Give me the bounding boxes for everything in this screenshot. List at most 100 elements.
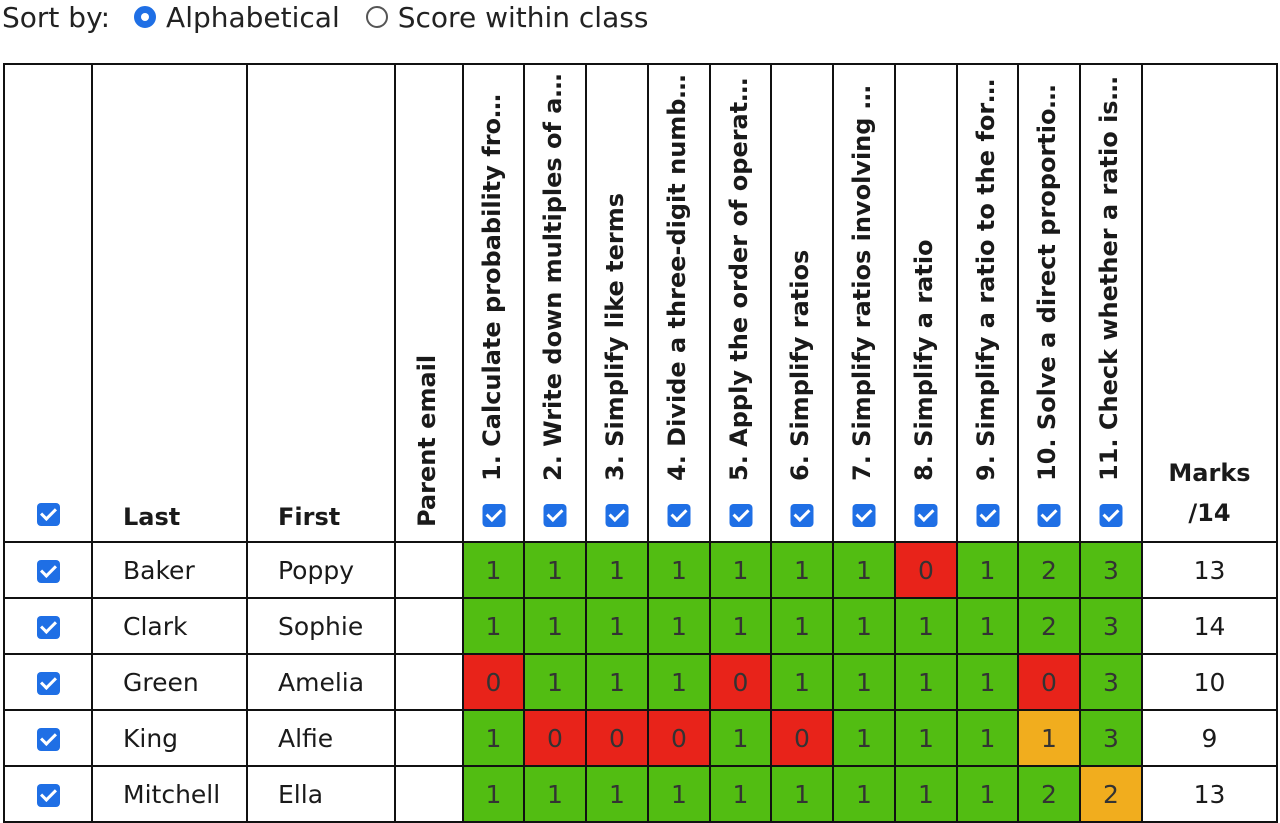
first-name-cell: Sophie <box>246 597 396 655</box>
question-label: 9. Simplify a ratio to the form ... <box>971 71 1000 481</box>
table-body: Baker Poppy 1 1 1 1 1 1 1 0 1 2 3 13 Clark Sophie 1 1 1 1 1 1… <box>3 541 1278 823</box>
question-label: 10. Solve a direct proportion pr... <box>1033 71 1061 481</box>
question-header-5: 5. Apply the order of operations <box>709 63 772 543</box>
first-name-cell: Ella <box>246 765 396 823</box>
select-all-checkbox[interactable] <box>36 502 60 526</box>
select-all-cell <box>3 63 93 543</box>
results-table: Last First Parent email 1. Calculate pro… <box>3 63 1278 823</box>
question-checkbox[interactable] <box>543 504 567 527</box>
radio-selected-icon[interactable] <box>134 6 157 28</box>
question-header-8: 8. Simplify a ratio <box>894 63 958 543</box>
question-header-11: 11. Check whether a ratio is cor... <box>1079 63 1143 543</box>
question-checkbox[interactable] <box>790 504 814 527</box>
score-cell: 1 <box>709 709 772 767</box>
score-cell: 0 <box>523 709 587 767</box>
radio-unselected-icon[interactable] <box>365 6 388 28</box>
score-cell: 1 <box>647 765 711 823</box>
last-name-cell: Green <box>91 653 248 711</box>
question-header-10: 10. Solve a direct proportion pr... <box>1017 63 1081 543</box>
question-checkbox[interactable] <box>1037 504 1061 527</box>
question-label: 11. Check whether a ratio is cor... <box>1095 71 1123 481</box>
question-label: 3. Simplify like terms <box>601 192 629 481</box>
table-row: Baker Poppy 1 1 1 1 1 1 1 0 1 2 3 13 <box>3 541 1278 599</box>
row-checkbox[interactable] <box>36 672 60 695</box>
score-cell: 2 <box>1017 597 1081 655</box>
question-checkbox[interactable] <box>729 504 752 527</box>
question-checkbox[interactable] <box>852 504 876 527</box>
question-label: 6. Simplify ratios <box>786 249 814 481</box>
question-label: 8. Simplify a ratio <box>910 239 938 481</box>
score-cell: 1 <box>894 709 958 767</box>
row-checkbox[interactable] <box>36 560 60 583</box>
score-cell: 1 <box>462 709 525 767</box>
score-cell: 3 <box>1079 541 1143 599</box>
sort-label: Sort by: <box>2 0 111 34</box>
first-name-header[interactable]: First <box>246 63 396 543</box>
score-cell: 1 <box>894 653 958 711</box>
question-label: 5. Apply the order of operations <box>724 71 753 481</box>
parent-email-cell <box>394 765 464 823</box>
parent-email-cell <box>394 597 464 655</box>
score-cell: 0 <box>585 709 649 767</box>
sort-score-option[interactable]: Score within class <box>365 0 649 34</box>
score-cell: 1 <box>585 597 649 655</box>
score-cell: 0 <box>462 653 525 711</box>
sort-alphabetical-label: Alphabetical <box>166 0 340 34</box>
marks-label: Marks <box>1168 459 1251 487</box>
score-cell: 1 <box>832 709 896 767</box>
parent-email-cell <box>394 541 464 599</box>
score-cell: 0 <box>1017 653 1081 711</box>
last-name-cell: Mitchell <box>91 765 248 823</box>
marks-total-label: /14 <box>1188 499 1231 527</box>
score-cell: 1 <box>770 541 834 599</box>
question-checkbox[interactable] <box>976 504 999 527</box>
score-cell: 1 <box>832 597 896 655</box>
row-checkbox[interactable] <box>36 728 60 751</box>
table-row: King Alfie 1 0 0 0 1 0 1 1 1 1 3 9 <box>3 709 1278 767</box>
sort-bar: Sort by: Alphabetical Score within class <box>2 0 674 34</box>
score-cell: 3 <box>1079 597 1143 655</box>
score-cell: 1 <box>832 653 896 711</box>
total-marks-cell: 14 <box>1141 597 1278 655</box>
question-checkbox[interactable] <box>914 504 938 527</box>
last-name-header[interactable]: Last <box>91 63 248 543</box>
question-checkbox[interactable] <box>605 504 629 527</box>
row-checkbox[interactable] <box>36 616 60 639</box>
parent-email-cell <box>394 653 464 711</box>
score-cell: 1 <box>647 597 711 655</box>
score-cell: 1 <box>709 541 772 599</box>
score-cell: 1 <box>523 653 587 711</box>
row-select-cell <box>3 541 93 599</box>
question-label: 4. Divide a three-digit number ... <box>663 71 691 481</box>
score-cell: 0 <box>709 653 772 711</box>
question-checkbox[interactable] <box>482 504 505 527</box>
score-cell: 1 <box>956 765 1019 823</box>
score-cell: 1 <box>1017 709 1081 767</box>
question-checkbox[interactable] <box>1099 504 1123 527</box>
score-cell: 1 <box>956 653 1019 711</box>
score-cell: 1 <box>647 541 711 599</box>
sort-score-label: Score within class <box>397 0 649 34</box>
score-cell: 1 <box>956 709 1019 767</box>
sort-alphabetical-option[interactable]: Alphabetical <box>134 1 340 34</box>
score-cell: 1 <box>523 541 587 599</box>
score-cell: 3 <box>1079 709 1143 767</box>
question-checkbox[interactable] <box>667 504 691 527</box>
table-row: Clark Sophie 1 1 1 1 1 1 1 1 1 2 3 14 <box>3 597 1278 655</box>
question-header-3: 3. Simplify like terms <box>585 63 649 543</box>
score-cell: 2 <box>1079 765 1143 823</box>
marks-header: Marks /14 <box>1141 63 1278 543</box>
score-cell: 0 <box>770 709 834 767</box>
question-header-9: 9. Simplify a ratio to the form ... <box>956 63 1019 543</box>
score-cell: 1 <box>770 597 834 655</box>
score-cell: 0 <box>894 541 958 599</box>
first-name-cell: Amelia <box>246 653 396 711</box>
row-checkbox[interactable] <box>36 784 60 807</box>
score-cell: 1 <box>523 597 587 655</box>
score-cell: 1 <box>585 541 649 599</box>
last-name-cell: Baker <box>91 541 248 599</box>
total-marks-cell: 9 <box>1141 709 1278 767</box>
table-row: Mitchell Ella 1 1 1 1 1 1 1 1 1 2 2 13 <box>3 765 1278 823</box>
score-cell: 1 <box>894 765 958 823</box>
score-cell: 1 <box>462 765 525 823</box>
